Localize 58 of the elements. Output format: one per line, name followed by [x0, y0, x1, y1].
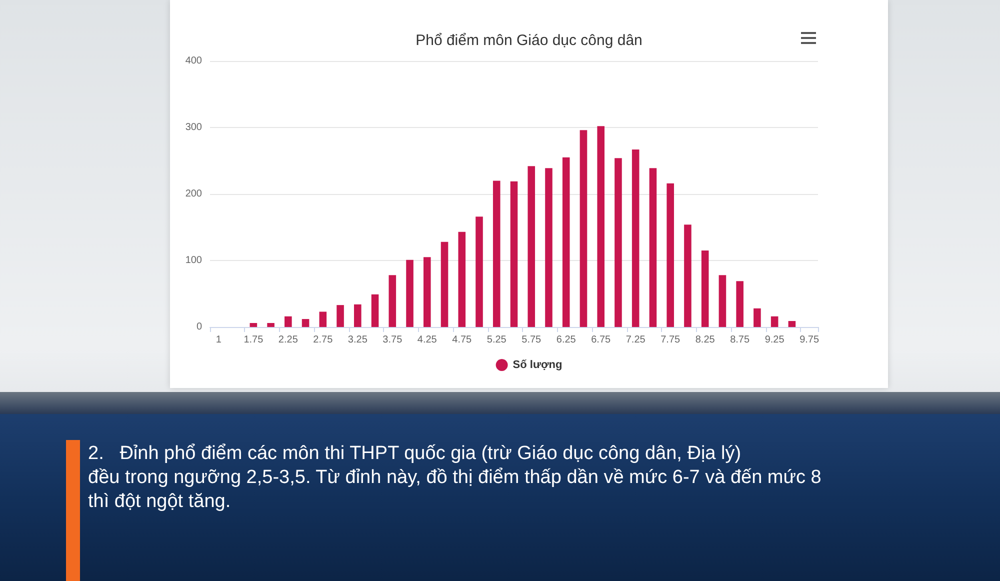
bar: [267, 323, 274, 327]
x-tick-label: 1.75: [244, 334, 264, 346]
bar: [666, 183, 674, 327]
x-tick-label: 1: [216, 334, 222, 346]
y-tick-label: 200: [185, 188, 202, 200]
x-tick-label: 2.75: [313, 334, 334, 346]
bar: [545, 168, 552, 327]
bar: [406, 260, 414, 327]
legend-label: Số lượng: [512, 359, 562, 371]
bar: [597, 126, 605, 327]
x-tick-label: 5.75: [522, 334, 542, 346]
bar: [336, 305, 344, 327]
x-tick-label: 7.25: [626, 334, 646, 346]
bar: [250, 323, 258, 327]
bar: [788, 321, 796, 327]
bar: [649, 168, 657, 327]
bar: [562, 157, 570, 327]
y-tick-label: 400: [185, 56, 202, 66]
x-tick-label: 2.25: [278, 334, 298, 346]
bar: [684, 224, 692, 327]
bar: [736, 281, 744, 327]
x-tick-label: 9.75: [800, 334, 820, 346]
y-tick-label: 0: [196, 322, 202, 332]
bar: [614, 158, 622, 327]
bar: [701, 250, 709, 327]
text: 2. Đỉnh phổ điểm các môn thi THPT quốc gia (trừ Giáo dục công dân, Địa lý) đều trong ngưỡng 2,5-3,5. Từ đỉnh này, đồ thị điểm thấp dần về mức 6-7 và đến mức 8 thì đột ngột tăng.: [88, 442, 822, 514]
x-tick-label: 3.75: [382, 334, 403, 346]
x-tick-label: 6.75: [591, 334, 612, 346]
bar: [754, 308, 761, 327]
x-tick-label: 7.75: [660, 334, 681, 346]
bar: [440, 242, 448, 327]
bar: [770, 316, 778, 327]
x-tick-label: 9.25: [764, 334, 785, 346]
x-tick-label: 4.25: [417, 334, 438, 346]
x-tick-label: 8.75: [730, 334, 750, 346]
chart-title: Phổ điểm môn Giáo dục công dân: [416, 32, 642, 49]
bar: [388, 275, 396, 327]
bar: [510, 181, 518, 327]
bar: [423, 257, 431, 327]
bar: [458, 232, 466, 327]
x-tick-label: 4.75: [452, 334, 472, 346]
bar: [319, 312, 327, 327]
x-tick-label: 3.25: [348, 334, 368, 346]
y-tick-label: 300: [185, 122, 202, 133]
bar: [718, 275, 726, 327]
bar: [632, 149, 640, 327]
bar: [354, 304, 362, 327]
bar: [371, 294, 379, 327]
x-tick-label: 8.25: [695, 334, 716, 346]
x-tick-label: 6.25: [556, 334, 576, 346]
bar: [492, 180, 500, 327]
bar: [528, 166, 536, 327]
bar: [284, 316, 292, 327]
bar: [476, 216, 483, 327]
x-tick-label: 5.25: [486, 334, 507, 346]
y-tick-label: 100: [185, 255, 202, 266]
bar: [302, 319, 310, 327]
bar: [580, 130, 588, 327]
